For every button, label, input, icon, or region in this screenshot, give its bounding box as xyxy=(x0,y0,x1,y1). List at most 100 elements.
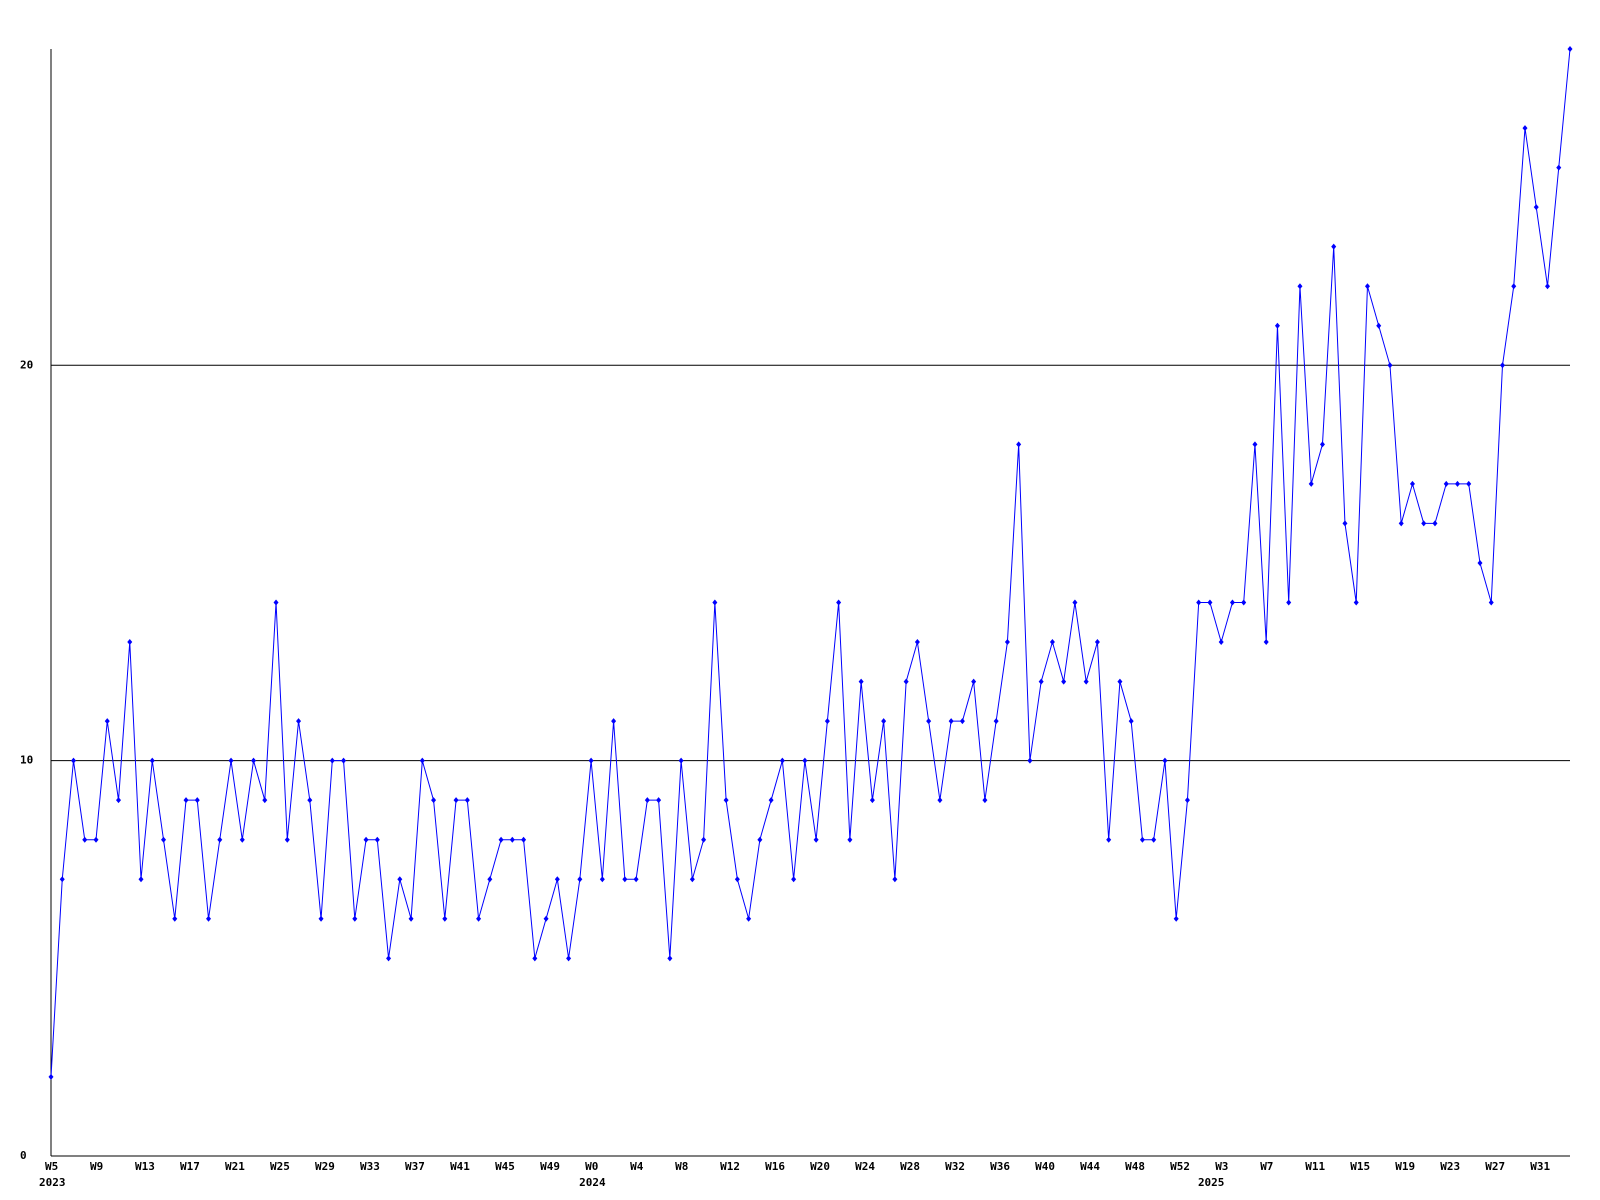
point xyxy=(453,797,459,804)
point xyxy=(262,797,268,804)
x-tick-label: W17 xyxy=(180,1160,200,1173)
point xyxy=(622,876,628,883)
point xyxy=(892,876,898,883)
x-tick-label: W40 xyxy=(1035,1160,1055,1173)
point xyxy=(1556,164,1562,171)
point xyxy=(1184,797,1190,804)
point xyxy=(532,955,538,962)
point xyxy=(1173,915,1179,922)
point xyxy=(667,955,673,962)
point xyxy=(1511,283,1517,290)
point xyxy=(1421,520,1427,527)
point xyxy=(127,639,133,646)
point xyxy=(239,836,245,843)
point xyxy=(149,757,155,764)
point xyxy=(1432,520,1438,527)
point xyxy=(1162,757,1168,764)
point xyxy=(869,797,875,804)
point xyxy=(847,836,853,843)
point xyxy=(1499,362,1505,369)
x-tick-label: W20 xyxy=(810,1160,830,1173)
x-tick-label: W0 xyxy=(585,1160,598,1173)
point xyxy=(611,718,617,725)
point xyxy=(1004,639,1010,646)
x-tick-label: W44 xyxy=(1080,1160,1100,1173)
point xyxy=(1409,480,1415,487)
x-tick-label: W41 xyxy=(450,1160,470,1173)
point xyxy=(71,757,77,764)
y-tick-label: 10 xyxy=(20,754,33,767)
point xyxy=(588,757,594,764)
point xyxy=(1308,480,1314,487)
point xyxy=(329,757,335,764)
point xyxy=(217,836,223,843)
point xyxy=(1567,46,1573,52)
x-tick-label: W15 xyxy=(1350,1160,1370,1173)
point xyxy=(1263,639,1269,646)
x-tick-label: W28 xyxy=(900,1160,920,1173)
point xyxy=(1342,520,1348,527)
point xyxy=(431,797,437,804)
point xyxy=(341,757,347,764)
point xyxy=(1072,599,1078,606)
y-tick-label: 20 xyxy=(20,358,33,371)
point xyxy=(791,876,797,883)
x-tick-label: W13 xyxy=(135,1160,155,1173)
point xyxy=(1466,480,1472,487)
x-tick-label: W36 xyxy=(990,1160,1010,1173)
point xyxy=(824,718,830,725)
point xyxy=(948,718,954,725)
x-tick-label: W23 xyxy=(1440,1160,1460,1173)
point xyxy=(93,836,99,843)
point xyxy=(1027,757,1033,764)
point xyxy=(296,718,302,725)
point xyxy=(498,836,504,843)
point xyxy=(656,797,662,804)
point xyxy=(959,718,965,725)
point xyxy=(1319,441,1325,448)
point xyxy=(1218,639,1224,646)
point xyxy=(1353,599,1359,606)
point xyxy=(509,836,515,843)
x-tick-label: W33 xyxy=(360,1160,380,1173)
point xyxy=(48,1073,54,1080)
point xyxy=(734,876,740,883)
point xyxy=(701,836,707,843)
x-year-label: 2025 xyxy=(1198,1176,1225,1189)
point xyxy=(1106,836,1112,843)
point xyxy=(386,955,392,962)
point xyxy=(1061,678,1067,685)
point xyxy=(712,599,718,606)
point xyxy=(881,718,887,725)
point xyxy=(1297,283,1303,290)
point xyxy=(487,876,493,883)
point xyxy=(1364,283,1370,290)
point xyxy=(161,836,167,843)
point xyxy=(1083,678,1089,685)
point xyxy=(138,876,144,883)
point xyxy=(1038,678,1044,685)
x-tick-label: W37 xyxy=(405,1160,425,1173)
point xyxy=(926,718,932,725)
point xyxy=(1443,480,1449,487)
point xyxy=(1151,836,1157,843)
point xyxy=(599,876,605,883)
point xyxy=(1016,441,1022,448)
point xyxy=(1229,599,1235,606)
x-tick-label: W8 xyxy=(675,1160,688,1173)
x-tick-label: W24 xyxy=(855,1160,875,1173)
point xyxy=(408,915,414,922)
point xyxy=(1207,599,1213,606)
point xyxy=(1117,678,1123,685)
point xyxy=(1398,520,1404,527)
point xyxy=(543,915,549,922)
x-tick-label: W5 xyxy=(45,1160,58,1173)
point xyxy=(59,876,65,883)
point xyxy=(476,915,482,922)
x-tick-label: W32 xyxy=(945,1160,965,1173)
point xyxy=(1196,599,1202,606)
point xyxy=(1252,441,1258,448)
point xyxy=(903,678,909,685)
point xyxy=(689,876,695,883)
point xyxy=(442,915,448,922)
